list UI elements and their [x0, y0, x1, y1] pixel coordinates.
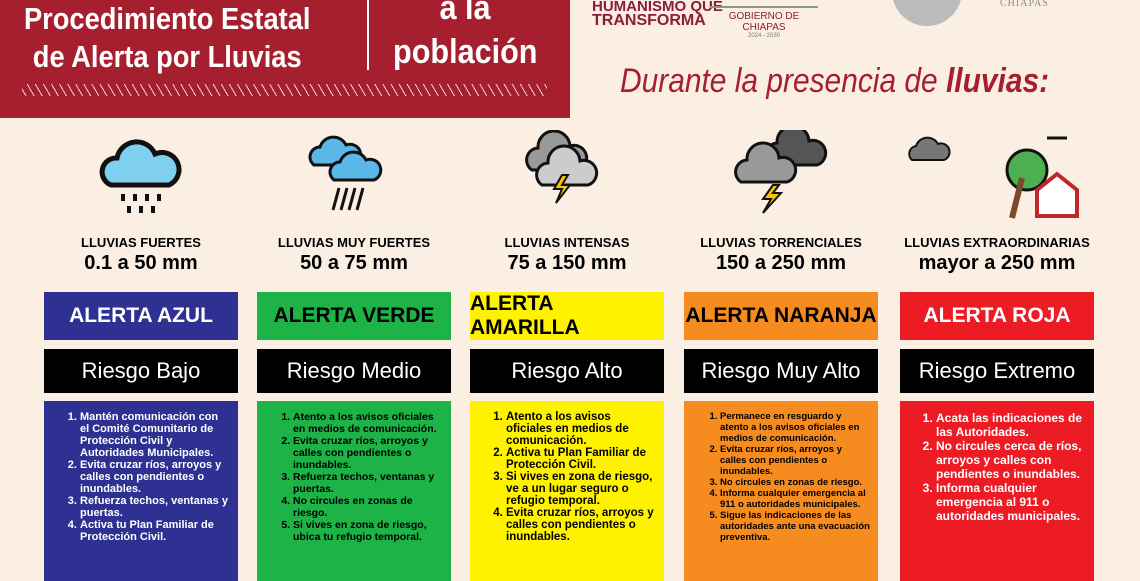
list-item: Activa tu Plan Familiar de Protección Ci… — [506, 447, 656, 471]
list-item: Permanece en resguardo y atento a los av… — [720, 411, 870, 444]
list-item: Informa cualquier emergencia al 911 o au… — [936, 481, 1086, 523]
recommendations-list: Atento a los avisos oficiales en medios … — [275, 411, 443, 543]
list-item: Si vives en zona de riesgo, ve a un luga… — [506, 471, 656, 507]
alert-column: LLUVIAS TORRENCIALES 150 a 250 mm ALERTA… — [684, 130, 878, 581]
heading-text: Durante la presencia de — [620, 62, 946, 100]
divider — [367, 0, 369, 70]
list-item: No circules en zonas de riesgo. — [720, 477, 870, 488]
recommendations-box: Atento a los avisos oficiales en medios … — [257, 401, 451, 581]
rain-range: 75 a 150 mm — [507, 252, 627, 274]
rain-range: 0.1 a 50 mm — [84, 252, 198, 274]
storm-cloud-icon — [470, 130, 664, 225]
list-item: Acata las indicaciones de las Autoridade… — [936, 411, 1086, 439]
title-line-2: de Alerta por Lluvias — [32, 39, 302, 74]
hurricane-house-icon — [900, 130, 1094, 225]
subtitle: a la población — [393, 0, 538, 74]
risk-label: Riesgo Bajo — [44, 349, 238, 393]
humanismo-logo: HUMANISMO QUE TRANSFORMA — [592, 0, 723, 29]
alert-column: LLUVIAS INTENSAS 75 a 150 mm ALERTA AMAR… — [470, 130, 664, 581]
list-item: Refuerza techos, ventanas y puertas. — [80, 495, 230, 519]
recommendations-box: Mantén comunicación con el Comité Comuni… — [44, 401, 238, 581]
alert-column: LLUVIAS FUERTES 0.1 a 50 mm ALERTA AZUL … — [44, 130, 238, 581]
list-item: No circules en zonas de riesgo. — [293, 495, 443, 519]
recommendations-list: Permanece en resguardo y atento a los av… — [702, 411, 870, 543]
thunderstorm-icon — [684, 130, 878, 225]
header-banner: Procedimiento Estatal de Alerta por Lluvi… — [0, 0, 570, 118]
subtitle-main: población — [393, 33, 538, 71]
section-heading: Durante la presencia de lluvias: — [620, 62, 1049, 101]
risk-label: Riesgo Alto — [470, 349, 664, 393]
alert-label: ALERTA VERDE — [257, 292, 451, 340]
heading-bold: lluvias: — [945, 62, 1050, 100]
alert-label: ALERTA ROJA — [900, 292, 1094, 340]
alert-label: ALERTA AMARILLA — [470, 292, 664, 340]
list-item: Mantén comunicación con el Comité Comuni… — [80, 411, 230, 459]
list-item: Evita cruzar ríos, arroyos y calles con … — [80, 459, 230, 495]
recommendations-box: Permanece en resguardo y atento a los av… — [684, 401, 878, 581]
rain-level: LLUVIAS FUERTES — [81, 235, 201, 250]
list-item: Sigue las indicaciones de las autoridade… — [720, 510, 870, 543]
rain-range: 150 a 250 mm — [715, 252, 847, 274]
recommendations-box: Acata las indicaciones de las Autoridade… — [900, 401, 1094, 581]
seal-icon — [892, 0, 962, 26]
recommendations-box: Atento a los avisos oficiales en medios … — [470, 401, 664, 581]
risk-label: Riesgo Medio — [257, 349, 451, 393]
decorative-pattern — [22, 84, 547, 96]
recommendations-list: Acata las indicaciones de las Autoridade… — [918, 411, 1086, 523]
list-item: Atento a los avisos oficiales en medios … — [506, 411, 656, 447]
chiapas-logo: CHIAPAS — [1000, 0, 1049, 9]
list-item: Atento a los avisos oficiales en medios … — [293, 411, 443, 435]
alert-label: ALERTA AZUL — [44, 292, 238, 340]
rain-level: LLUVIAS EXTRAORDINARIAS — [904, 235, 1090, 250]
rain-level: LLUVIAS MUY FUERTES — [277, 235, 431, 250]
list-item: Evita cruzar ríos, arroyos y calles con … — [506, 507, 656, 543]
alert-label: ALERTA NARANJA — [684, 292, 878, 340]
subtitle-top: a la — [439, 0, 491, 27]
list-item: Si vives en zona de riesgo, ubica tu ref… — [293, 519, 443, 543]
list-item: Refuerza techos, ventanas y puertas. — [293, 471, 443, 495]
page-title: Procedimiento Estatal de Alerta por Lluvi… — [22, 0, 312, 76]
alert-column: LLUVIAS MUY FUERTES 50 a 75 mm ALERTA VE… — [257, 130, 451, 581]
list-item: Evita cruzar ríos, arroyos y calles con … — [293, 435, 443, 471]
years-text: 2024 - 2030 — [747, 33, 781, 39]
risk-label: Riesgo Muy Alto — [684, 349, 878, 393]
title-line-1: Procedimiento Estatal — [23, 1, 311, 36]
list-item: Evita cruzar ríos, arroyos y calles con … — [720, 444, 870, 477]
list-item: Informa cualquier emergencia al 911 o au… — [720, 488, 870, 510]
rain-cloud-icon — [44, 130, 238, 225]
recommendations-list: Atento a los avisos oficiales en medios … — [488, 411, 656, 543]
risk-label: Riesgo Extremo — [900, 349, 1094, 393]
list-item: No circules cerca de ríos, arroyos y cal… — [936, 439, 1086, 481]
rain-range: mayor a 250 mm — [918, 252, 1076, 274]
logo-line: HUMANISMO QUE — [592, 0, 723, 15]
rain-level: LLUVIAS TORRENCIALES — [700, 235, 862, 250]
rain-level: LLUVIAS INTENSAS — [504, 235, 630, 250]
gobierno-text: GOBIERNO DE CHIAPAS — [728, 11, 800, 33]
gobierno-logo: GOBIERNO DE CHIAPAS 2024 - 2030 — [710, 6, 818, 39]
logo-line: TRANSFORMA — [592, 12, 706, 29]
heavy-rain-clouds-icon — [257, 130, 451, 225]
recommendations-list: Mantén comunicación con el Comité Comuni… — [62, 411, 230, 543]
alert-column: LLUVIAS EXTRAORDINARIAS mayor a 250 mm A… — [900, 130, 1094, 581]
rain-range: 50 a 75 mm — [300, 252, 408, 274]
list-item: Activa tu Plan Familiar de Protección Ci… — [80, 519, 230, 543]
